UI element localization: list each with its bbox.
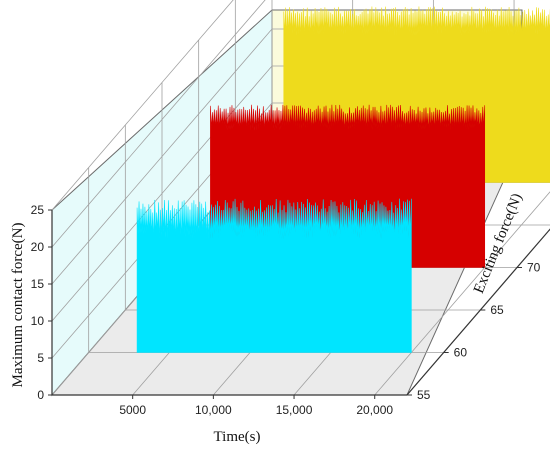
x-tick-label: 5000 — [119, 403, 146, 417]
x-tick-label: 15,000 — [276, 403, 313, 417]
x-axis-title: Time(s) — [214, 429, 261, 445]
y-tick-label: 5 — [37, 351, 44, 365]
series-area-60 — [136, 198, 412, 353]
y-tick-label: 15 — [31, 277, 45, 291]
z-tick-label: 55 — [417, 388, 431, 402]
x-tick-label: 10,000 — [195, 403, 232, 417]
axes — [48, 209, 550, 399]
series-layer — [136, 6, 550, 353]
y-tick-label: 25 — [31, 203, 45, 217]
tick-labels: 0 5 10 15 20 25 5000 10,000 15,000 20,000 55 60 65 70… — [31, 203, 541, 417]
y-tick-label: 20 — [31, 240, 45, 254]
y-axis-title: Maximum contact force(N) — [10, 223, 26, 388]
x-tick-label: 20,000 — [356, 403, 393, 417]
y-tick-label: 0 — [37, 388, 44, 402]
z-tick-label: 60 — [454, 346, 468, 360]
y-tick-label: 10 — [31, 314, 45, 328]
z-tick-label: 65 — [490, 303, 504, 317]
z-tick-label: 70 — [527, 261, 541, 275]
